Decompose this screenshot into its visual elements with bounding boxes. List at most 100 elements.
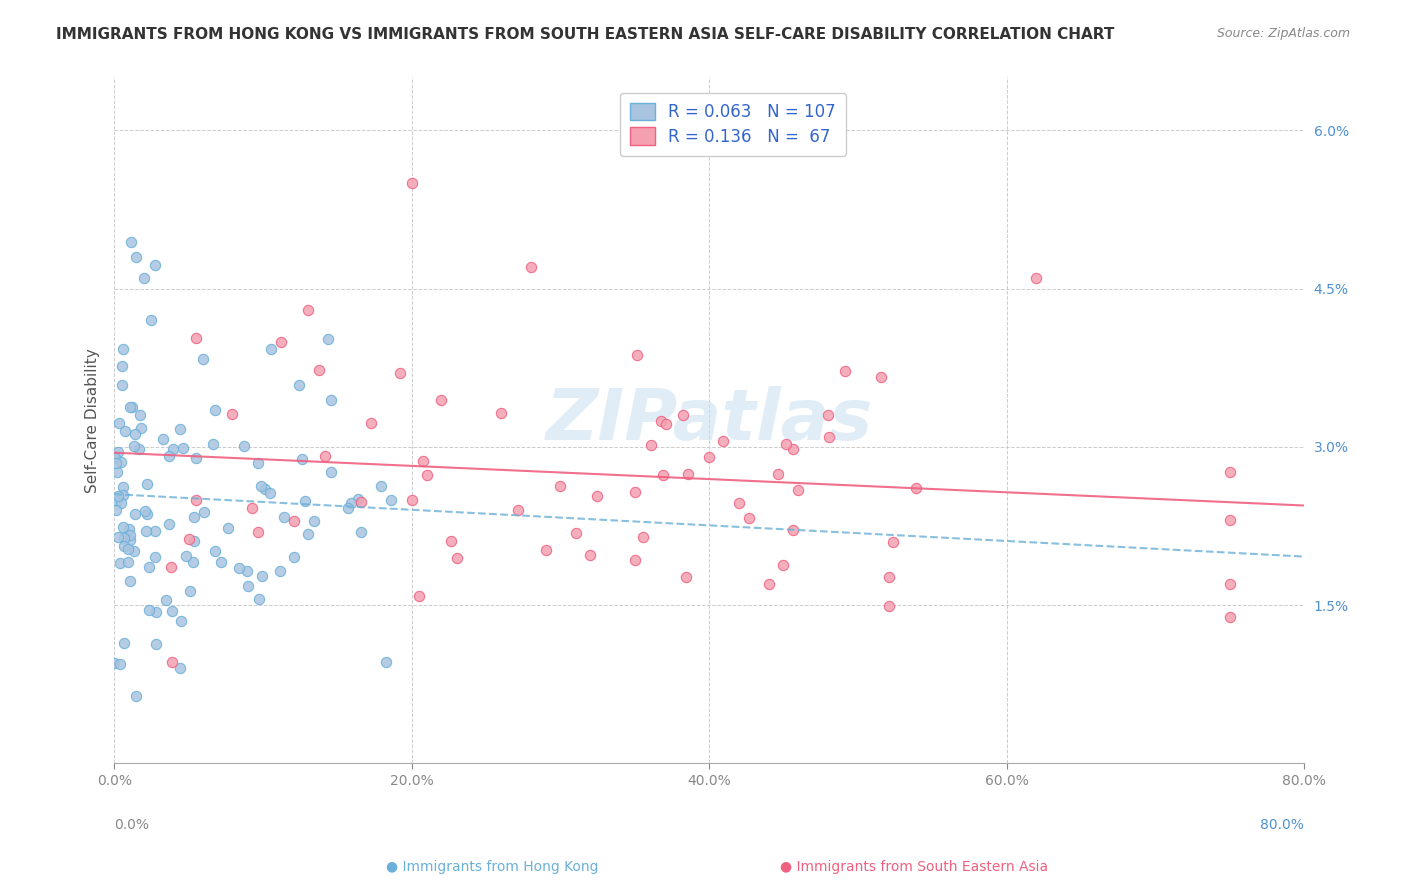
Point	[138, 560, 160, 574]
Point	[347, 492, 370, 507]
Point	[439, 534, 461, 549]
Point	[269, 564, 291, 578]
Point	[252, 569, 274, 583]
Point	[176, 549, 198, 563]
Point	[141, 313, 163, 327]
Point	[772, 558, 794, 572]
Point	[162, 604, 184, 618]
Point	[388, 366, 411, 380]
Point	[489, 407, 512, 421]
Point	[905, 481, 928, 495]
Point	[105, 456, 128, 470]
Point	[787, 483, 810, 497]
Text: 0.0%: 0.0%	[114, 818, 149, 832]
Point	[112, 480, 135, 494]
Point	[112, 636, 135, 650]
Text: ZIPatlas: ZIPatlas	[546, 386, 873, 455]
Point	[128, 442, 150, 456]
Point	[159, 559, 181, 574]
Point	[270, 335, 292, 350]
Point	[370, 478, 392, 492]
Point	[114, 424, 136, 438]
Point	[122, 543, 145, 558]
Point	[143, 524, 166, 539]
Point	[125, 250, 148, 264]
Point	[430, 393, 453, 408]
Point	[112, 488, 135, 502]
Point	[132, 271, 155, 285]
Point	[250, 479, 273, 493]
Point	[107, 416, 129, 430]
Text: IMMIGRANTS FROM HONG KONG VS IMMIGRANTS FROM SOUTH EASTERN ASIA SELF-CARE DISABI: IMMIGRANTS FROM HONG KONG VS IMMIGRANTS …	[56, 27, 1115, 42]
Point	[162, 442, 184, 457]
Point	[651, 467, 673, 482]
Point	[316, 332, 339, 346]
Point	[122, 439, 145, 453]
Point	[118, 523, 141, 537]
Point	[117, 555, 139, 569]
Point	[775, 436, 797, 450]
Point	[585, 489, 607, 503]
Point	[817, 409, 839, 423]
Point	[655, 417, 678, 431]
Point	[155, 592, 177, 607]
Point	[120, 401, 142, 415]
Point	[818, 429, 841, 443]
Point	[157, 516, 180, 531]
Point	[336, 500, 359, 515]
Point	[179, 583, 201, 598]
Point	[238, 579, 260, 593]
Point	[193, 505, 215, 519]
Point	[869, 370, 891, 384]
Point	[360, 416, 382, 430]
Point	[107, 489, 129, 503]
Point	[1025, 271, 1047, 285]
Point	[112, 532, 135, 546]
Point	[294, 494, 316, 508]
Point	[626, 348, 648, 362]
Point	[882, 535, 904, 549]
Point	[125, 689, 148, 703]
Point	[877, 599, 900, 614]
Text: 80.0%: 80.0%	[1260, 818, 1303, 832]
Point	[108, 557, 131, 571]
Point	[259, 342, 281, 356]
Point	[415, 468, 437, 483]
Point	[120, 527, 142, 541]
Point	[247, 524, 270, 539]
Point	[623, 553, 645, 567]
Point	[233, 439, 256, 453]
Point	[129, 409, 152, 423]
Point	[118, 574, 141, 588]
Point	[181, 555, 204, 569]
Point	[103, 657, 125, 671]
Y-axis label: Self-Care Disability: Self-Care Disability	[86, 348, 100, 492]
Point	[131, 421, 153, 435]
Point	[170, 614, 193, 628]
Point	[111, 377, 134, 392]
Point	[221, 408, 243, 422]
Point	[401, 176, 423, 190]
Point	[191, 352, 214, 367]
Point	[246, 456, 269, 470]
Point	[308, 363, 330, 377]
Point	[340, 495, 363, 509]
Point	[110, 455, 132, 469]
Point	[240, 501, 263, 516]
Point	[675, 570, 697, 584]
Point	[676, 467, 699, 481]
Point	[169, 661, 191, 675]
Point	[111, 520, 134, 534]
Point	[640, 438, 662, 452]
Point	[183, 533, 205, 548]
Point	[297, 526, 319, 541]
Point	[110, 495, 132, 509]
Point	[217, 521, 239, 535]
Point	[121, 400, 143, 414]
Point	[108, 657, 131, 671]
Point	[650, 415, 672, 429]
Point	[177, 532, 200, 546]
Point	[236, 564, 259, 578]
Point	[671, 409, 693, 423]
Point	[446, 550, 468, 565]
